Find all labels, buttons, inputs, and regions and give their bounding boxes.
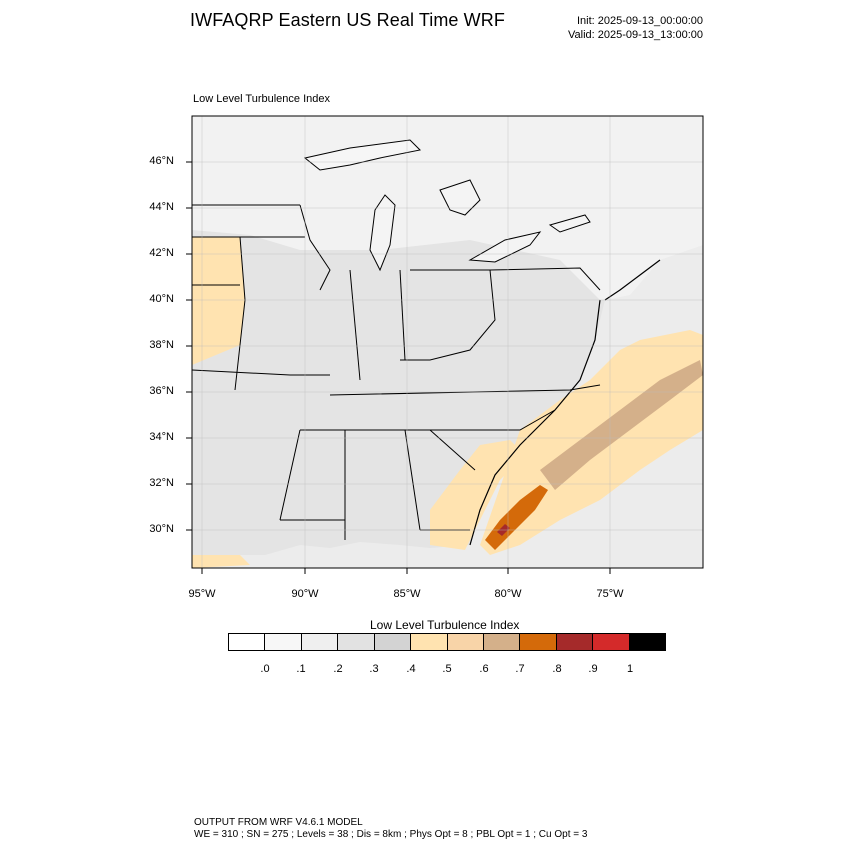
colorbar-swatch <box>374 634 412 650</box>
valid-time: Valid: 2025-09-13_13:00:00 <box>568 29 703 41</box>
panel-title: Low Level Turbulence Index <box>193 93 330 105</box>
colorbar-swatch <box>520 634 557 650</box>
lake-huron <box>439 179 481 216</box>
lon-label: 80°W <box>494 588 522 600</box>
colorbar-swatch <box>229 634 266 650</box>
colorbar <box>228 633 666 651</box>
colorbar-label: .1 <box>296 663 306 675</box>
colorbar-label: .4 <box>406 663 416 675</box>
time-info: Init: 2025-09-13_00:00:00 Valid: 2025-09… <box>520 14 703 42</box>
init-time: Init: 2025-09-13_00:00:00 <box>577 15 703 27</box>
colorbar-swatch <box>593 634 630 650</box>
colorbar-swatch <box>338 634 375 650</box>
lon-label: 95°W <box>188 588 216 600</box>
lat-label: 44°N <box>149 201 174 213</box>
lake-erie <box>468 231 542 263</box>
lat-label: 46°N <box>149 155 174 167</box>
turb-zone-gulf <box>192 555 250 568</box>
colorbar-label: .9 <box>588 663 598 675</box>
figure-title: IWFAQRP Eastern US Real Time WRF <box>190 10 505 30</box>
colorbar-swatch <box>301 634 339 650</box>
colorbar-swatch <box>411 634 448 650</box>
northeast-coastline <box>604 259 661 301</box>
lake-ontario <box>548 214 591 233</box>
graticule <box>192 116 703 568</box>
colorbar-swatch <box>629 634 666 650</box>
colorbar-label: 1 <box>626 663 634 675</box>
lon-label: 90°W <box>291 588 319 600</box>
lon-label: 85°W <box>393 588 421 600</box>
lat-label: 42°N <box>149 247 174 259</box>
lat-label: 40°N <box>149 293 174 305</box>
lake-superior <box>303 139 422 171</box>
colorbar-swatch <box>483 634 521 650</box>
colorbar-swatch <box>556 634 594 650</box>
turb-zone-tan <box>540 360 703 490</box>
model-config: WE = 310 ; SN = 275 ; Levels = 38 ; Dis … <box>194 828 588 840</box>
model-info-footer: OUTPUT FROM WRF V4.6.1 MODEL WE = 310 ; … <box>194 817 587 840</box>
axis-ticks <box>186 161 611 574</box>
colorbar-label: .8 <box>552 663 562 675</box>
colorbar-title: Low Level Turbulence Index <box>370 618 520 632</box>
colorbar-label: .0 <box>260 663 270 675</box>
colorbar-label: .7 <box>515 663 525 675</box>
lat-label: 30°N <box>149 523 174 535</box>
colorbar-swatch <box>265 634 302 650</box>
lat-label: 38°N <box>149 339 174 351</box>
lat-label: 36°N <box>149 385 174 397</box>
lake-michigan <box>369 194 396 272</box>
colorbar-label: .5 <box>442 663 452 675</box>
lon-label: 75°W <box>596 588 624 600</box>
lat-label: 32°N <box>149 477 174 489</box>
map-frame <box>191 115 704 569</box>
colorbar-label: .6 <box>479 663 489 675</box>
atlantic-coastline <box>469 299 601 546</box>
model-version: OUTPUT FROM WRF V4.6.1 MODEL <box>194 817 363 828</box>
turb-zone-west <box>192 237 245 365</box>
colorbar-label: .3 <box>369 663 379 675</box>
lat-label: 34°N <box>149 431 174 443</box>
colorbar-label: .2 <box>333 663 343 675</box>
colorbar-swatch <box>447 634 484 650</box>
